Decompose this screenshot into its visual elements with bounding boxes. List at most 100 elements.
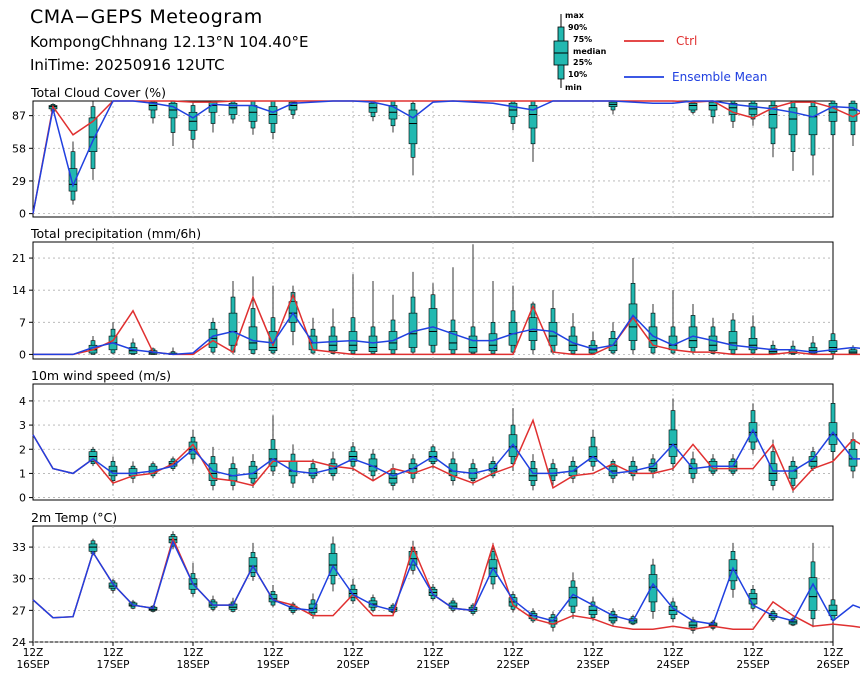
box-inner-2-25 xyxy=(528,468,538,481)
x-tick-date-2: 18SEP xyxy=(177,659,210,671)
box-2-13 xyxy=(288,444,298,488)
x-tick-date-0: 16SEP xyxy=(17,659,50,671)
panel-0: Total Cloud Cover (%) 0 29 58 87 xyxy=(12,85,860,221)
box-1-20 xyxy=(428,283,438,355)
legend-name-1: Ensemble Mean xyxy=(672,70,767,84)
box-inner-0-12 xyxy=(268,106,278,124)
box-inner-2-11 xyxy=(248,465,258,479)
box-2-10 xyxy=(228,456,238,491)
mean-line-2 xyxy=(32,428,860,477)
x-axis: 12Z16SEP12Z17SEP12Z18SEP12Z19SEP12Z20SEP… xyxy=(17,642,850,671)
legend-label-3: median xyxy=(573,47,607,56)
box-inner-0-38 xyxy=(788,107,798,136)
box-inner-0-7 xyxy=(168,102,178,119)
x-tick-date-4: 20SEP xyxy=(337,659,370,671)
box-inner-1-35 xyxy=(728,331,738,351)
init-time-label: IniTime: 20250916 12UTC xyxy=(30,56,225,74)
box-2-38 xyxy=(788,456,798,493)
box-inner-1-22 xyxy=(468,335,478,353)
box-1-34 xyxy=(708,317,718,355)
x-tick-hour-0: 12Z xyxy=(23,647,44,659)
mean-line-0 xyxy=(32,100,860,214)
box-inner-0-35 xyxy=(728,102,738,115)
line-legend: Ctrl Ensemble Mean xyxy=(624,34,767,84)
x-tick-date-5: 21SEP xyxy=(417,659,450,671)
box-1-23 xyxy=(488,281,498,355)
ctrl-line-0 xyxy=(32,100,860,214)
x-tick-date-10: 26SEP xyxy=(817,659,850,671)
box-2-12 xyxy=(268,415,278,476)
box-2-28 xyxy=(588,429,598,471)
box-1-11 xyxy=(248,276,258,355)
box-inner-0-6 xyxy=(148,101,158,111)
box-2-32 xyxy=(668,398,678,471)
box-plot-legend: max 90% 75% median 25% 10% min xyxy=(553,11,607,92)
box-inner-0-2 xyxy=(68,168,78,192)
panel-title-0: Total Cloud Cover (%) xyxy=(30,85,166,100)
box-inner-0-11 xyxy=(248,105,258,122)
ctrl-line-2 xyxy=(32,418,860,492)
box-1-30 xyxy=(628,258,638,355)
box-0-17 xyxy=(368,100,378,122)
box-inner-1-21 xyxy=(448,331,458,351)
x-tick-date-9: 25SEP xyxy=(737,659,770,671)
box-0-6 xyxy=(148,100,158,124)
box-inner-2-12 xyxy=(268,448,278,467)
box-inner-0-3 xyxy=(88,117,98,152)
box-inner-3-33 xyxy=(688,621,698,628)
box-3-34 xyxy=(708,619,718,631)
y-tick-label-3-0: 24 xyxy=(12,636,26,649)
box-inner-0-33 xyxy=(688,102,698,111)
x-tick-hour-10: 12Z xyxy=(823,647,844,659)
box-1-4 xyxy=(108,322,118,355)
x-tick-date-1: 17SEP xyxy=(97,659,130,671)
box-inner-2-26 xyxy=(548,468,558,477)
box-2-40 xyxy=(828,388,838,459)
box-2-18 xyxy=(388,463,398,491)
box-1-10 xyxy=(228,281,238,355)
x-tick-hour-7: 12Z xyxy=(583,647,604,659)
box-2-3 xyxy=(88,446,98,467)
box-1-5 xyxy=(128,338,138,355)
box-1-35 xyxy=(728,313,738,355)
box-inner-3-3 xyxy=(88,543,98,552)
box-inner-3-12 xyxy=(268,594,278,603)
box-3-14 xyxy=(308,593,318,619)
box-3-23 xyxy=(488,542,498,590)
box-0-7 xyxy=(168,100,178,147)
box-inner-3-39 xyxy=(808,577,818,611)
box-2-4 xyxy=(108,456,118,486)
box-inner-3-15 xyxy=(328,553,338,576)
legend-label-2: 75% xyxy=(573,35,592,44)
x-tick-hour-4: 12Z xyxy=(343,647,364,659)
box-3-29 xyxy=(608,608,618,627)
panel-2: 10m wind speed (m/s) 0 1 2 3 4 xyxy=(19,368,860,505)
legend-label-1: 90% xyxy=(568,23,587,32)
box-1-19 xyxy=(408,271,418,355)
y-tick-label-3-2: 30 xyxy=(12,573,26,586)
x-tick-date-6: 22SEP xyxy=(497,659,530,671)
panel-1: Total precipitation (mm/6h) 0 7 14 21 xyxy=(12,226,860,361)
box-inner-1-23 xyxy=(488,333,498,352)
y-tick-label-3-1: 27 xyxy=(12,604,26,617)
y-tick-label-3-3: 33 xyxy=(12,541,26,554)
y-tick-label-2-0: 0 xyxy=(19,492,26,505)
y-tick-label-0-3: 87 xyxy=(12,110,26,123)
y-tick-label-2-4: 4 xyxy=(19,395,26,408)
y-tick-label-1-3: 21 xyxy=(12,252,26,265)
x-tick-hour-1: 12Z xyxy=(103,647,124,659)
legend-label-0: max xyxy=(565,11,585,20)
legend-name-0: Ctrl xyxy=(676,34,697,48)
panel-title-1: Total precipitation (mm/6h) xyxy=(30,226,201,241)
box-1-21 xyxy=(448,267,458,355)
ctrl-line-3 xyxy=(32,536,860,631)
box-inner-2-23 xyxy=(488,463,498,472)
legend-label-6: min xyxy=(565,83,582,92)
y-tick-label-2-1: 1 xyxy=(19,467,26,480)
box-inner-2-28 xyxy=(588,446,598,462)
box-2-26 xyxy=(548,458,558,486)
x-tick-date-8: 24SEP xyxy=(657,659,690,671)
box-2-30 xyxy=(628,456,638,481)
box-1-29 xyxy=(608,322,618,355)
